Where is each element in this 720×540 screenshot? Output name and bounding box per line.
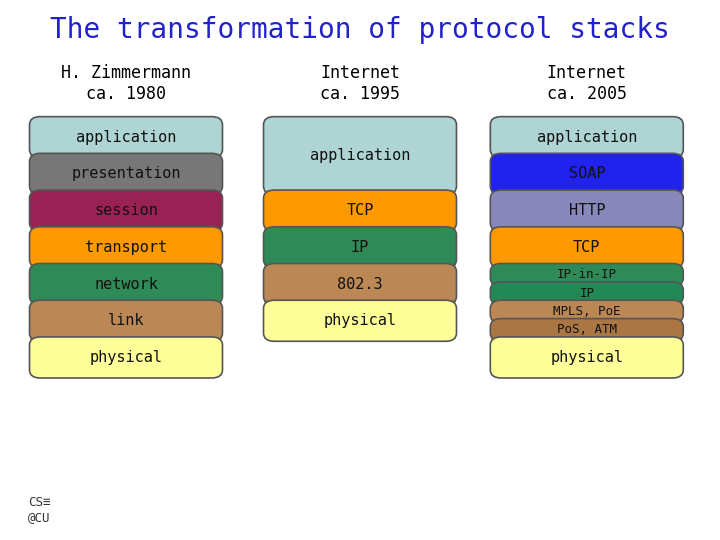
Text: IP: IP — [580, 287, 594, 300]
Text: physical: physical — [323, 313, 397, 328]
Text: transport: transport — [85, 240, 167, 255]
FancyBboxPatch shape — [30, 227, 222, 268]
Text: MPLS, PoE: MPLS, PoE — [553, 305, 621, 318]
FancyBboxPatch shape — [30, 337, 222, 378]
Text: physical: physical — [89, 350, 163, 365]
Text: application: application — [536, 130, 637, 145]
FancyBboxPatch shape — [30, 264, 222, 305]
FancyBboxPatch shape — [30, 153, 222, 194]
Text: PoS, ATM: PoS, ATM — [557, 323, 617, 336]
FancyBboxPatch shape — [490, 227, 683, 268]
Text: CS≡
@CU: CS≡ @CU — [28, 496, 51, 524]
Text: Internet
ca. 1995: Internet ca. 1995 — [320, 64, 400, 103]
Text: physical: physical — [550, 350, 624, 365]
FancyBboxPatch shape — [490, 153, 683, 194]
FancyBboxPatch shape — [264, 190, 456, 231]
Text: IP-in-IP: IP-in-IP — [557, 268, 617, 281]
FancyBboxPatch shape — [264, 117, 456, 194]
FancyBboxPatch shape — [490, 319, 683, 341]
Text: session: session — [94, 203, 158, 218]
Text: application: application — [76, 130, 176, 145]
Text: The transformation of protocol stacks: The transformation of protocol stacks — [50, 16, 670, 44]
Text: presentation: presentation — [71, 166, 181, 181]
Text: Internet
ca. 2005: Internet ca. 2005 — [546, 64, 627, 103]
Text: TCP: TCP — [346, 203, 374, 218]
FancyBboxPatch shape — [490, 117, 683, 158]
FancyBboxPatch shape — [264, 264, 456, 305]
Text: link: link — [108, 313, 144, 328]
FancyBboxPatch shape — [30, 117, 222, 158]
Text: TCP: TCP — [573, 240, 600, 255]
Text: application: application — [310, 148, 410, 163]
Text: SOAP: SOAP — [569, 166, 605, 181]
FancyBboxPatch shape — [30, 300, 222, 341]
Text: 802.3: 802.3 — [337, 276, 383, 292]
Text: network: network — [94, 276, 158, 292]
FancyBboxPatch shape — [490, 282, 683, 305]
FancyBboxPatch shape — [490, 264, 683, 286]
FancyBboxPatch shape — [490, 337, 683, 378]
Text: HTTP: HTTP — [569, 203, 605, 218]
FancyBboxPatch shape — [490, 300, 683, 323]
FancyBboxPatch shape — [264, 300, 456, 341]
FancyBboxPatch shape — [30, 190, 222, 231]
Text: H. Zimmermann
ca. 1980: H. Zimmermann ca. 1980 — [61, 64, 191, 103]
FancyBboxPatch shape — [264, 227, 456, 268]
FancyBboxPatch shape — [490, 190, 683, 231]
Text: IP: IP — [351, 240, 369, 255]
